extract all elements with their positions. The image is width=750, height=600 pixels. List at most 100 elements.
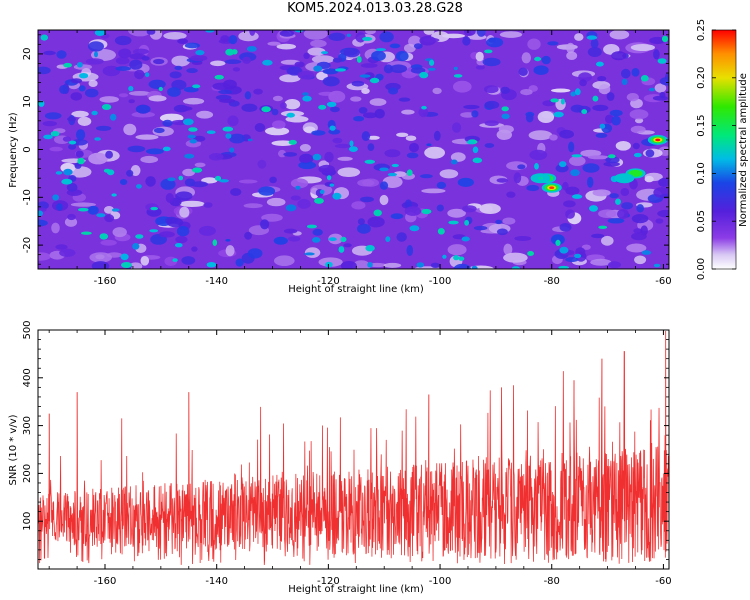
heatmap-cell-mid — [235, 258, 244, 267]
heatmap-cell-mid — [563, 200, 576, 208]
colorbar-tick-label: 0.20 — [696, 67, 707, 89]
heatmap-cell-mid — [253, 88, 263, 95]
heatmap-cell-low — [265, 126, 290, 136]
heatmap-cell-mid — [91, 261, 110, 269]
heatmap-cell-high — [55, 171, 63, 175]
heatmap-peak — [655, 138, 661, 142]
heatmap-cell-mid — [132, 48, 150, 55]
heatmap-cell-mid — [134, 69, 145, 80]
heatmap-cell-high — [472, 157, 483, 164]
heatmap-cell-mid — [495, 219, 503, 225]
heatmap-cell-high — [453, 74, 463, 78]
heatmap-cell-mid — [241, 103, 258, 113]
heatmap-cell-high — [206, 262, 217, 268]
heatmap-cell-high — [571, 154, 583, 158]
heatmap-cell-low — [49, 146, 63, 152]
colorbar-tick-label: 0.25 — [696, 19, 707, 41]
heatmap-cell-mid — [59, 248, 76, 257]
heatmap-cell-high — [599, 123, 606, 129]
heatmap-cell-low — [140, 155, 159, 164]
heatmap-cell-high — [78, 207, 89, 212]
heatmap-cell-mid — [177, 38, 189, 44]
heatmap-cell-mid — [358, 107, 368, 114]
heatmap-cell-high — [464, 219, 469, 226]
heatmap-cell-mid — [406, 152, 419, 159]
heatmap-cell-high — [182, 118, 194, 126]
heatmap-cell-low — [581, 244, 591, 250]
heatmap-cell-low — [91, 49, 116, 61]
heatmap-cell-mid — [294, 61, 305, 68]
heatmap-cell-low — [38, 252, 51, 261]
heatmap-cell-mid — [148, 79, 166, 90]
heatmap-cell-low — [135, 134, 159, 140]
heatmap-cell-mid — [533, 65, 549, 75]
heatmap-cell-mid — [371, 50, 386, 62]
heatmap-cell-high — [314, 197, 324, 204]
heatmap-cell-low — [475, 51, 484, 62]
heatmap-cell-low — [284, 99, 301, 110]
heatmap-cell-low — [503, 252, 528, 263]
heatmap-cell-mid — [153, 58, 165, 65]
heatmap-cell-mid — [496, 178, 509, 183]
heatmap-cell-mid — [153, 127, 165, 134]
heatmap-cell-high — [321, 51, 328, 55]
heatmap-cell-low — [71, 110, 89, 118]
heatmap-cell-mid — [475, 65, 485, 70]
heatmap-cell-mid — [462, 36, 471, 46]
heatmap-cell-high — [356, 56, 362, 63]
heatmap-cell-high — [158, 86, 163, 92]
heatmap-cell-mid — [258, 186, 276, 196]
heatmap-cell-low — [580, 149, 602, 157]
y-tick-label: 100 — [22, 512, 33, 531]
heatmap-cell-mid — [297, 70, 315, 80]
heatmap-cell-low — [148, 95, 167, 102]
heatmap-cell-high — [586, 35, 598, 40]
heatmap-cell-mid — [229, 133, 246, 144]
heatmap-cell-mid — [85, 58, 104, 65]
heatmap-cell-high — [332, 192, 342, 200]
heatmap-cell-mid — [104, 214, 115, 223]
heatmap-cell-low — [88, 79, 98, 87]
heatmap-cell-high — [313, 65, 323, 72]
heatmap-cell-high — [214, 175, 222, 181]
heatmap-cell-mid — [87, 205, 99, 215]
heatmap-cell-mid — [66, 182, 78, 192]
heatmap-cell-high — [294, 30, 304, 33]
heatmap-cell-mid — [55, 244, 68, 250]
heatmap-cell-mid — [257, 159, 267, 169]
heatmap-cell-mid — [312, 228, 323, 236]
heatmap-cell-low — [598, 209, 617, 218]
heatmap-cell-high — [657, 58, 667, 64]
heatmap-cell-high — [589, 205, 598, 212]
heatmap-cell-mid — [183, 86, 199, 93]
heatmap-cell-low — [405, 135, 417, 141]
heatmap-cell-mid — [145, 176, 156, 187]
heatmap-y-ticks: 20 10 0 -10 -20 — [22, 34, 669, 265]
heatmap-cell-high — [346, 33, 351, 37]
heatmap-cell-mid — [526, 184, 540, 192]
heatmap-cell-mid — [500, 86, 510, 94]
heatmap-cell-mid — [631, 214, 649, 224]
snr-y-axis-label: SNR (10 * v/v) — [8, 414, 19, 485]
heatmap-peak — [225, 239, 231, 242]
heatmap-cell-low — [615, 141, 631, 151]
heatmap-cell-high — [63, 168, 73, 176]
heatmap-cell-mid — [191, 246, 198, 252]
heatmap-cell-mid — [617, 209, 629, 219]
heatmap-cell-low — [123, 123, 137, 136]
heatmap-cell-mid — [609, 193, 619, 199]
heatmap-cell-high — [76, 62, 83, 68]
colorbar-gradient — [711, 29, 737, 270]
heatmap-cell-mid — [457, 177, 474, 187]
heatmap-cell-low — [201, 177, 218, 184]
heatmap-cell-high — [348, 146, 358, 153]
heatmap-cell-low — [369, 98, 387, 106]
heatmap-cell-high — [81, 231, 92, 235]
heatmap-cell-mid — [283, 228, 298, 234]
heatmap-cell-high — [94, 30, 106, 36]
heatmap-cell-mid — [247, 248, 263, 259]
heatmap-cell-high — [406, 169, 413, 176]
heatmap-cell-mid — [56, 50, 67, 59]
heatmap-cell-mid — [517, 164, 526, 170]
